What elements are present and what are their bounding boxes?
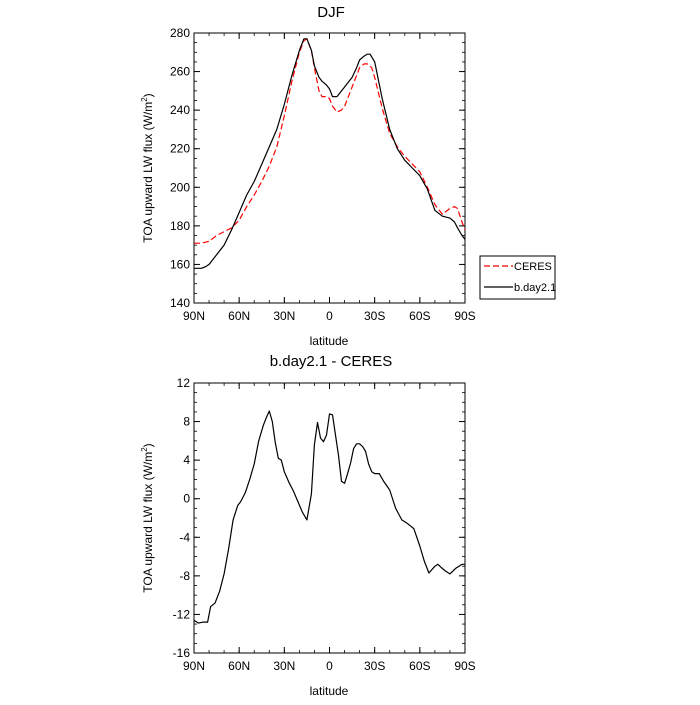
plot-frame <box>193 382 466 654</box>
x-tick-label: 90S <box>454 659 475 673</box>
legend-ceres-label: CERES <box>514 261 552 273</box>
x-tick-label: 0 <box>326 659 333 673</box>
y-tick-label: 8 <box>183 415 190 429</box>
y-tick-label: -16 <box>173 646 191 660</box>
legend-model-label: b.day2.1 <box>514 282 556 294</box>
y-tick-label: 220 <box>170 142 190 156</box>
y-tick-labels: 140 160 180 200 220 240 260 280 <box>170 26 190 310</box>
x-tick-label: 60S <box>409 309 430 323</box>
y-axis-label: TOA upward LW flux (W/m2) <box>140 93 155 242</box>
y-tick-label: -8 <box>179 569 190 583</box>
y-tick-label: 180 <box>170 219 190 233</box>
y-tick-label: 140 <box>170 296 190 310</box>
x-tick-label: 90N <box>183 659 205 673</box>
x-tick-label: 30N <box>273 659 295 673</box>
series-line-ceres <box>194 38 466 244</box>
y-tick-label: 0 <box>183 492 190 506</box>
x-tick-label: 30S <box>364 309 385 323</box>
x-tick-label: 60N <box>228 309 250 323</box>
y-tick-label: 200 <box>170 180 190 194</box>
legend-box <box>479 255 556 300</box>
x-tick-label: 30N <box>273 309 295 323</box>
x-tick-labels: 90N 60N 30N 0 30S 60S 90S <box>183 309 476 323</box>
series-group <box>194 38 466 269</box>
chart-title: DJF <box>317 4 345 21</box>
y-tick-label: 260 <box>170 65 190 79</box>
series-group <box>193 410 465 624</box>
y-axis-label: TOA upward LW flux (W/m2) <box>140 443 155 592</box>
y-tick-label: -4 <box>179 530 190 544</box>
y-tick-label: 4 <box>183 453 190 467</box>
y-tick-label: -12 <box>173 607 191 621</box>
chart-title: b.day2.1 - CERES <box>270 353 393 370</box>
y-tick-label: 280 <box>170 26 190 40</box>
y-tick-label: 240 <box>170 103 190 117</box>
x-tick-label: 60N <box>228 659 250 673</box>
x-tick-label: 90S <box>454 309 475 323</box>
plot-frame <box>193 32 466 304</box>
x-axis-label: latitude <box>310 334 349 348</box>
y-tick-labels: -16 -12 -8 -4 0 4 8 12 <box>173 376 191 660</box>
x-tick-label: 0 <box>326 309 333 323</box>
x-tick-label: 30S <box>364 659 385 673</box>
x-tick-label: 60S <box>409 659 430 673</box>
series-line-b-day2-1-ceres <box>193 410 465 624</box>
y-tick-label: 12 <box>177 376 191 390</box>
legend: CERES b.day2.1 <box>479 255 556 300</box>
y-tick-label: 160 <box>170 257 190 271</box>
difference-panel: b.day2.1 - CERES -16 -12 -8 -4 0 4 8 12 90N 60N 3… <box>140 353 476 698</box>
djf-panel: DJF 140 160 180 200 220 240 260 280 90N 60N 30N 0 3… <box>140 4 556 348</box>
axis-ticks <box>193 382 466 654</box>
x-tick-labels: 90N 60N 30N 0 30S 60S 90S <box>183 659 476 673</box>
axis-ticks <box>193 32 466 304</box>
x-axis-label: latitude <box>310 684 349 698</box>
x-tick-label: 90N <box>183 309 205 323</box>
series-line-b-day2-1 <box>194 38 466 269</box>
